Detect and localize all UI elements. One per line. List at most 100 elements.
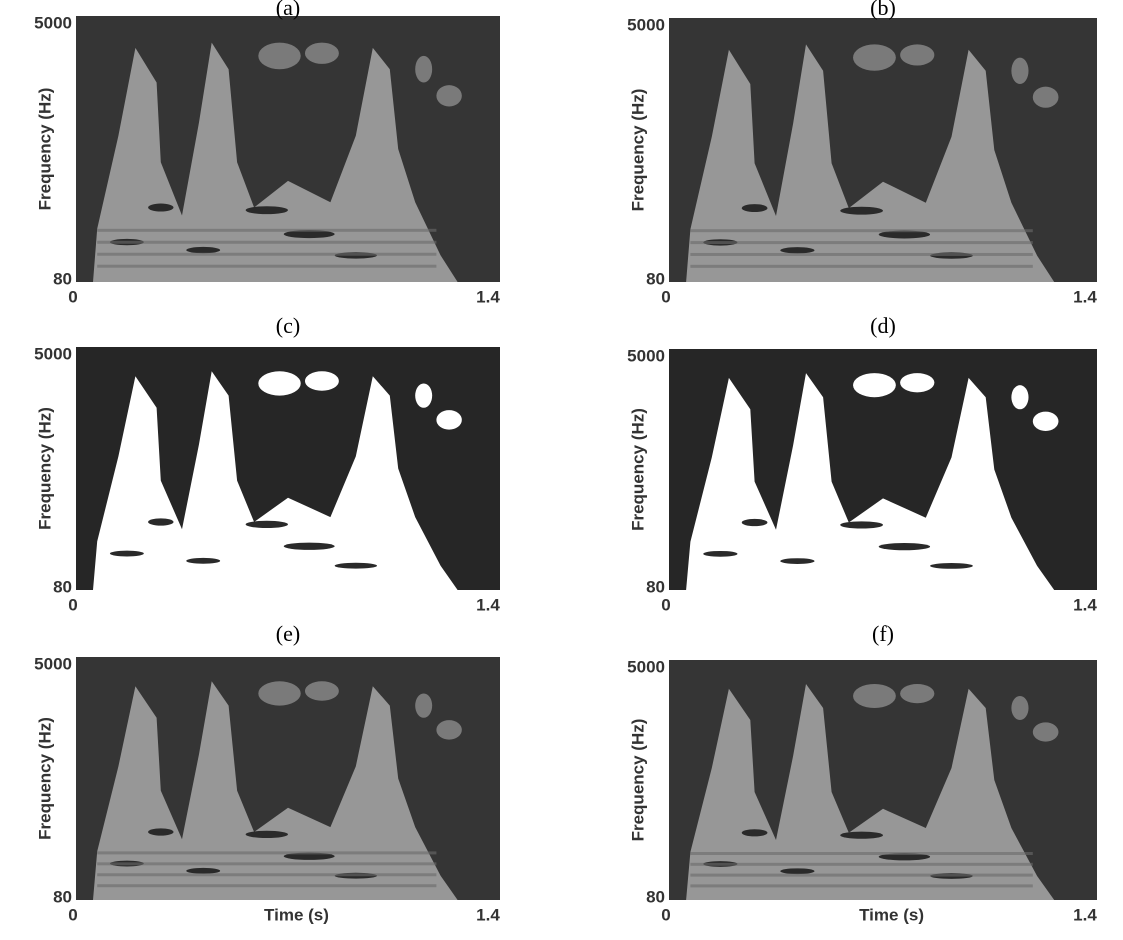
y-tick-label: 5000 (627, 657, 665, 676)
harmonic-band (690, 252, 1033, 256)
x-tick-label: 1.4 (476, 595, 500, 614)
harmonic-band (97, 252, 437, 256)
panel-label: (f) (872, 621, 894, 646)
harmonic-band (690, 862, 1033, 866)
spectrogram-gap (334, 562, 378, 569)
spectrogram-gap (878, 543, 931, 551)
spectrogram-energy (1011, 57, 1029, 84)
panel: (a) 5000 800 1.4 Frequency (Hz) (34, 0, 500, 306)
spectrogram-energy (686, 373, 1055, 590)
panel: (b) 5000 800 1.4 Frequency (Hz) (627, 0, 1097, 306)
spectrogram-gap (245, 206, 288, 215)
spectrogram-gap (840, 831, 883, 839)
harmonic-band (690, 884, 1033, 888)
harmonic-band (97, 240, 437, 244)
harmonic-band (690, 852, 1033, 855)
x-tick-label: 0 (68, 287, 77, 306)
spectrogram-energy (436, 410, 462, 430)
panel-label: (a) (276, 0, 300, 20)
spectrogram-energy (853, 44, 896, 71)
panel-label: (c) (276, 313, 300, 338)
x-tick-label: 1.4 (476, 287, 500, 306)
y-axis-label: Frequency (Hz) (35, 88, 54, 211)
x-tick-label: 0 (68, 905, 77, 924)
x-tick-label: 0 (661, 905, 670, 924)
spectrogram-energy (258, 681, 301, 706)
panel: (e) 5000 800 1.4 Frequency (Hz) Time (s) (34, 621, 500, 924)
spectrogram-energy (853, 373, 896, 398)
spectrogram-energy (304, 42, 339, 64)
spectrogram-energy (900, 373, 935, 393)
spectrogram-gap (245, 830, 288, 839)
x-tick-label: 1.4 (476, 905, 500, 924)
spectrogram-gap (780, 247, 815, 254)
spectrogram-energy (304, 681, 339, 701)
spectrogram-energy (436, 85, 462, 107)
spectrogram-gap (840, 521, 883, 529)
spectrogram-energy (1011, 696, 1029, 720)
spectrogram-energy (900, 44, 935, 66)
harmonic-band (97, 228, 437, 232)
harmonic-band (690, 873, 1033, 877)
x-tick-label: 0 (68, 595, 77, 614)
spectrogram-energy (1032, 722, 1059, 742)
panel: (c) 5000 800 1.4 Frequency (Hz) (34, 313, 500, 614)
y-tick-label: 80 (53, 269, 72, 288)
y-tick-label: 5000 (627, 346, 665, 365)
x-tick-label: 1.4 (1073, 905, 1097, 924)
y-axis-label: Frequency (Hz) (35, 717, 54, 840)
harmonic-band (97, 264, 437, 268)
y-axis-label: Frequency (Hz) (628, 89, 647, 212)
y-axis-label: Frequency (Hz) (35, 407, 54, 530)
spectrogram-gap (186, 867, 221, 874)
x-tick-label: 0 (661, 595, 670, 614)
harmonic-band (97, 862, 437, 866)
panel-label: (e) (276, 621, 300, 646)
panel-label: (b) (870, 0, 896, 20)
spectrogram-gap (840, 206, 883, 215)
spectrogram-energy (258, 371, 301, 396)
spectrogram-gap (741, 829, 768, 837)
spectrogram-gap (186, 557, 221, 564)
panel: (f) 5000 800 1.4 Frequency (Hz) Time (s) (627, 621, 1097, 924)
spectrogram-gap (148, 828, 174, 836)
panel: (d) 5000 800 1.4 Frequency (Hz) (627, 313, 1097, 614)
panel-label: (d) (870, 313, 896, 338)
spectrogram-gap (109, 550, 144, 557)
y-axis-label: Frequency (Hz) (628, 408, 647, 531)
x-tick-label: 1.4 (1073, 287, 1097, 306)
spectrogram-gap (148, 518, 174, 526)
spectrogram-energy (258, 42, 301, 70)
spectrogram-energy (686, 44, 1055, 283)
y-tick-label: 5000 (34, 654, 72, 673)
spectrogram-energy (415, 55, 433, 83)
spectrogram-energy (415, 383, 433, 408)
y-tick-label: 80 (646, 577, 665, 596)
harmonic-band (690, 241, 1033, 245)
y-tick-label: 5000 (627, 15, 665, 34)
y-tick-label: 80 (53, 887, 72, 906)
harmonic-band (97, 884, 437, 888)
y-tick-label: 5000 (34, 344, 72, 363)
spectrogram-energy (415, 693, 433, 718)
x-axis-label: Time (s) (264, 905, 329, 924)
spectrogram-gap (283, 542, 335, 550)
x-tick-label: 1.4 (1073, 595, 1097, 614)
spectrogram-energy (436, 720, 462, 740)
harmonic-band (690, 229, 1033, 233)
y-axis-label: Frequency (Hz) (628, 719, 647, 842)
spectrogram-gap (741, 204, 768, 213)
spectrogram-gap (245, 520, 288, 529)
spectrogram-energy (304, 371, 339, 391)
spectrogram-energy (93, 42, 458, 282)
spectrogram-energy (686, 684, 1055, 900)
spectrogram-energy (1032, 411, 1059, 431)
x-axis-label: Time (s) (859, 905, 924, 924)
spectrogram-gap (930, 563, 973, 569)
spectrogram-energy (93, 371, 458, 590)
harmonic-band (97, 851, 437, 855)
spectrogram-gap (186, 246, 221, 254)
spectrogram-gap (780, 558, 815, 564)
spectrogram-energy (1032, 86, 1059, 108)
